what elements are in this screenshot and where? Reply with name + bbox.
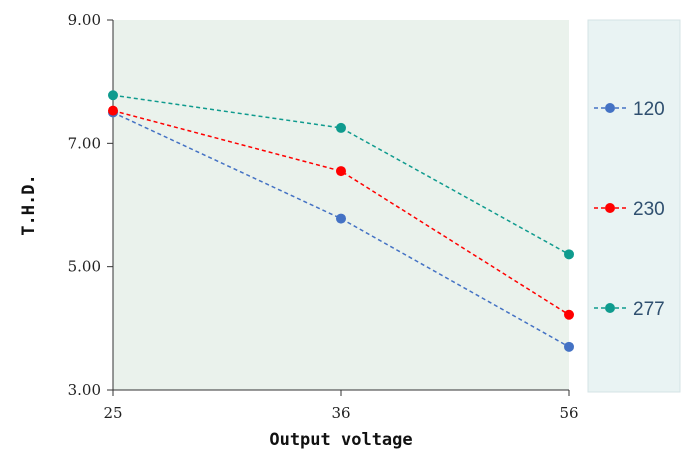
legend-swatch-marker: [605, 203, 615, 213]
legend-box: [587, 19, 681, 393]
data-point-230: [564, 309, 574, 320]
data-point-277: [336, 122, 346, 133]
data-point-277: [564, 249, 574, 260]
x-tick-label: 56: [559, 404, 578, 422]
data-point-120: [564, 341, 574, 352]
plot-area: [113, 20, 569, 390]
data-point-120: [336, 213, 346, 224]
x-axis-title: Output voltage: [269, 430, 412, 450]
y-tick-label: 9.00: [68, 11, 101, 29]
legend-label: 230: [633, 199, 665, 220]
y-tick-label: 7.00: [68, 134, 101, 152]
legend-swatch-marker: [605, 103, 615, 113]
legend-item-120: 120: [594, 99, 665, 120]
data-point-230: [336, 166, 346, 177]
x-tick-label: 25: [103, 404, 122, 422]
legend-label: 120: [633, 99, 665, 120]
legend-label: 277: [633, 299, 665, 320]
legend-item-277: 277: [594, 299, 665, 320]
y-axis-title: T.H.D.: [19, 174, 39, 235]
series-line-230: [112, 109, 570, 316]
y-tick-label: 3.00: [68, 381, 101, 399]
legend-swatch-marker: [605, 303, 615, 313]
data-point-277: [108, 90, 118, 101]
data-point-230: [108, 105, 118, 116]
legend-item-230: 230: [594, 199, 665, 220]
y-tick-label: 5.00: [68, 258, 101, 276]
x-tick-label: 36: [331, 404, 350, 422]
